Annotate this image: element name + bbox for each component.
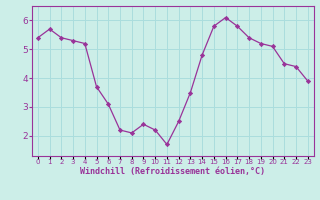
X-axis label: Windchill (Refroidissement éolien,°C): Windchill (Refroidissement éolien,°C) xyxy=(80,167,265,176)
